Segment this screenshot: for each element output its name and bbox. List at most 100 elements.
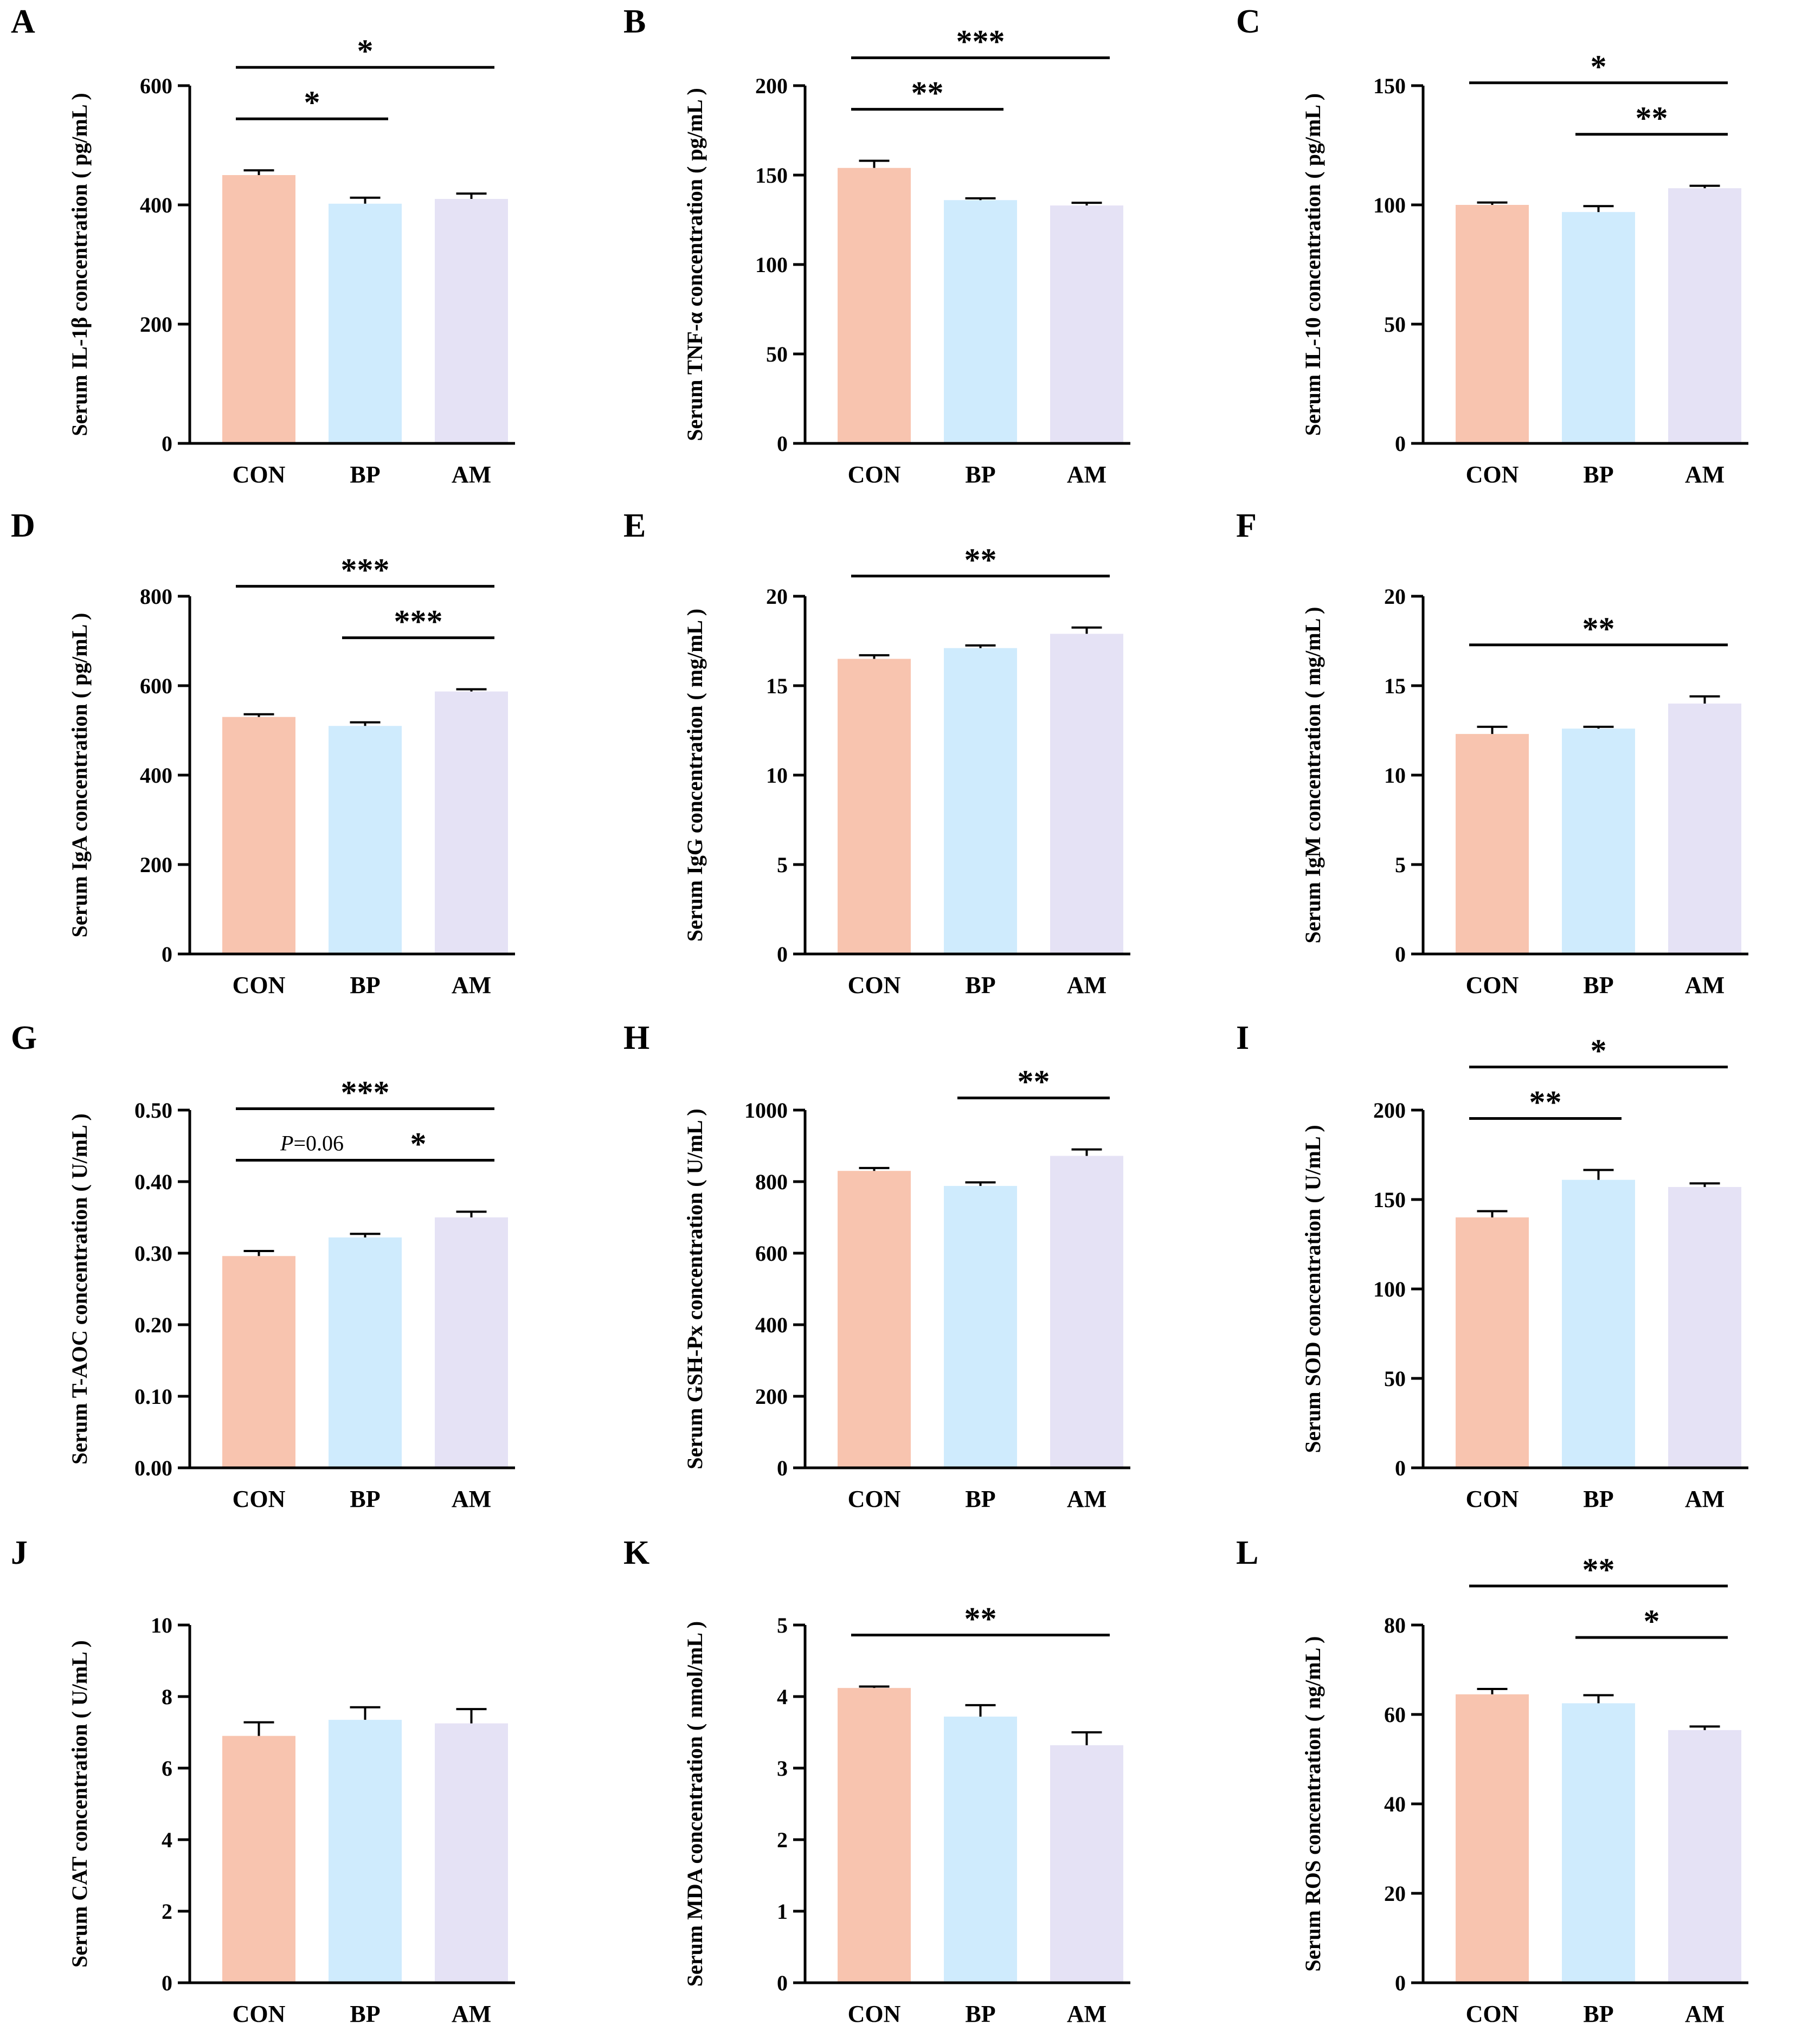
panel-j-xtick-bp: BP <box>350 2001 380 2027</box>
panel-k-errorbar-am <box>1071 1731 1102 1745</box>
panel-c-bar-con <box>1456 205 1529 443</box>
panel-g-bar-am <box>435 1217 508 1468</box>
panel-c-y-title: Serum IL-10 concentration ( pg/mL ) <box>1301 93 1325 436</box>
panel-a-ytick-label: 400 <box>140 193 172 217</box>
panel-e-sig-label: ** <box>964 542 997 578</box>
panel-d-sig-label: *** <box>394 604 443 640</box>
panel-h-sig-label: ** <box>1018 1064 1050 1100</box>
panel-i-xtick-am: AM <box>1685 1486 1725 1512</box>
panel-f-errorbar-bp <box>1583 725 1614 729</box>
panel-e-bar-bp <box>944 648 1017 954</box>
panel-k: K Serum MDA concentration ( nmol/mL ) CON B… <box>623 1534 1130 2027</box>
panel-f-errorbar-con <box>1477 725 1508 734</box>
panel-l-errorbar-am <box>1689 1725 1720 1730</box>
panel-c-ytick-label: 100 <box>1373 193 1406 217</box>
panel-k-bar-am <box>1050 1745 1123 1983</box>
panel-k-xtick-con: CON <box>848 2001 901 2027</box>
panel-d-letter: D <box>11 507 35 544</box>
panel-l-ytick-label: 60 <box>1384 1703 1406 1727</box>
panel-a-y-title: Serum IL-1β concentration ( pg/mL ) <box>67 93 92 436</box>
panel-i-y-title: Serum SOD concentration ( U/mL ) <box>1301 1125 1325 1453</box>
panel-j-xtick-am: AM <box>452 2001 491 2027</box>
panel-b-ytick-label: 100 <box>755 253 788 277</box>
panel-c-xtick-con: CON <box>1466 461 1519 488</box>
panel-l-xtick-am: AM <box>1685 2001 1725 2027</box>
panel-l-bar-con <box>1456 1694 1529 1983</box>
panel-e-ytick-label: 5 <box>777 853 788 877</box>
panel-g-ytick-label: 0.00 <box>134 1456 172 1480</box>
panel-i-ytick-label: 150 <box>1373 1188 1406 1212</box>
panel-i-errorbar-con <box>1477 1210 1508 1217</box>
panel-l-ytick-label: 80 <box>1384 1613 1406 1637</box>
panel-e-xtick-con: CON <box>848 972 901 998</box>
panel-i-ytick-label: 100 <box>1373 1277 1406 1301</box>
panel-f-ytick-label: 5 <box>1395 853 1406 877</box>
panel-l-errorbar-con <box>1477 1687 1508 1694</box>
panel-d-bar-bp <box>329 726 402 954</box>
panel-c-sig-label: ** <box>1636 100 1668 136</box>
panel-g-ytick-label: 0.30 <box>134 1241 172 1266</box>
panel-h-ytick-label: 0 <box>777 1456 788 1480</box>
panel-l-bar-bp <box>1562 1703 1635 1983</box>
panel-h-bar-am <box>1050 1156 1123 1468</box>
panel-g: G Serum T-AOC concentration ( U/mL ) CON BP… <box>11 1020 515 1512</box>
panel-c: C Serum IL-10 concentration ( pg/mL ) CON B… <box>1236 3 1748 488</box>
panel-e-ytick-label: 15 <box>766 674 788 698</box>
panel-b-bar-bp <box>944 200 1017 443</box>
panel-h-ytick-label: 400 <box>755 1313 788 1337</box>
panel-k-bar-con <box>838 1688 911 1983</box>
panel-d-ytick-label: 600 <box>140 674 172 698</box>
panel-e-bar-am <box>1050 634 1123 954</box>
panel-k-errorbar-con <box>859 1685 890 1688</box>
panel-a-errorbar-bp <box>350 196 381 204</box>
panel-i-sig-label: * <box>1591 1033 1607 1069</box>
panel-g-bar-bp <box>329 1237 402 1468</box>
panel-i-letter: I <box>1236 1020 1249 1056</box>
panel-b-xtick-bp: BP <box>965 461 995 488</box>
panel-a-xtick-am: AM <box>452 461 491 488</box>
panel-j-bar-am <box>435 1723 508 1983</box>
panel-l-letter: L <box>1236 1534 1258 1571</box>
panel-k-sig-label: ** <box>964 1601 997 1637</box>
panel-l-ytick-label: 40 <box>1384 1792 1406 1816</box>
panel-k-ytick-label: 5 <box>777 1613 788 1637</box>
panel-g-errorbar-am <box>456 1210 487 1217</box>
panel-c-errorbar-con <box>1477 201 1508 205</box>
panel-k-bar-bp <box>944 1716 1017 1983</box>
panel-b-bar-am <box>1050 205 1123 443</box>
panel-g-errorbar-bp <box>350 1233 381 1237</box>
panel-j-errorbar-bp <box>350 1706 381 1720</box>
panel-e-xtick-am: AM <box>1067 972 1106 998</box>
panel-d-errorbar-am <box>456 688 487 692</box>
panel-d: D Serum IgA concentration ( pg/mL ) CON BP A… <box>11 507 515 998</box>
panel-i-xtick-con: CON <box>1466 1486 1519 1512</box>
panel-c-xtick-am: AM <box>1685 461 1725 488</box>
panel-l-xtick-con: CON <box>1466 2001 1519 2027</box>
panel-e-errorbar-bp <box>965 644 996 648</box>
panel-a-ytick-label: 200 <box>140 312 172 337</box>
panel-k-ytick-label: 2 <box>777 1828 788 1852</box>
panel-l-ytick-label: 20 <box>1384 1881 1406 1906</box>
panel-d-bar-am <box>435 691 508 954</box>
panel-f-ytick-label: 20 <box>1384 584 1406 609</box>
panel-j-ytick-label: 0 <box>162 1971 172 1995</box>
panel-j-letter: J <box>11 1534 28 1571</box>
panel-l-bar-am <box>1668 1730 1741 1983</box>
panel-h-errorbar-con <box>859 1166 890 1171</box>
panel-g-ytick-label: 0.50 <box>134 1098 172 1123</box>
panel-i-bar-am <box>1668 1187 1741 1468</box>
panel-j-ytick-label: 6 <box>162 1756 172 1781</box>
panel-c-ytick-label: 50 <box>1384 312 1406 337</box>
panel-b-errorbar-am <box>1071 202 1102 206</box>
panel-b-sig-label: *** <box>956 24 1005 60</box>
panel-e-errorbar-con <box>859 654 890 659</box>
panel-e-ytick-label: 0 <box>777 942 788 966</box>
panel-e-ytick-label: 20 <box>766 584 788 609</box>
panel-j: J Serum CAT concentration ( U/mL ) CON BP AM… <box>11 1534 515 2027</box>
panel-i-bar-con <box>1456 1217 1529 1468</box>
panel-i: I Serum SOD concentration ( U/mL ) CON BP AM… <box>1236 1020 1748 1512</box>
panel-g-errorbar-con <box>243 1250 274 1256</box>
panel-d-xtick-am: AM <box>452 972 491 998</box>
panel-a-ytick-label: 0 <box>162 431 172 456</box>
panel-e: E Serum IgG concentration ( mg/mL ) CON BP A… <box>623 507 1130 998</box>
